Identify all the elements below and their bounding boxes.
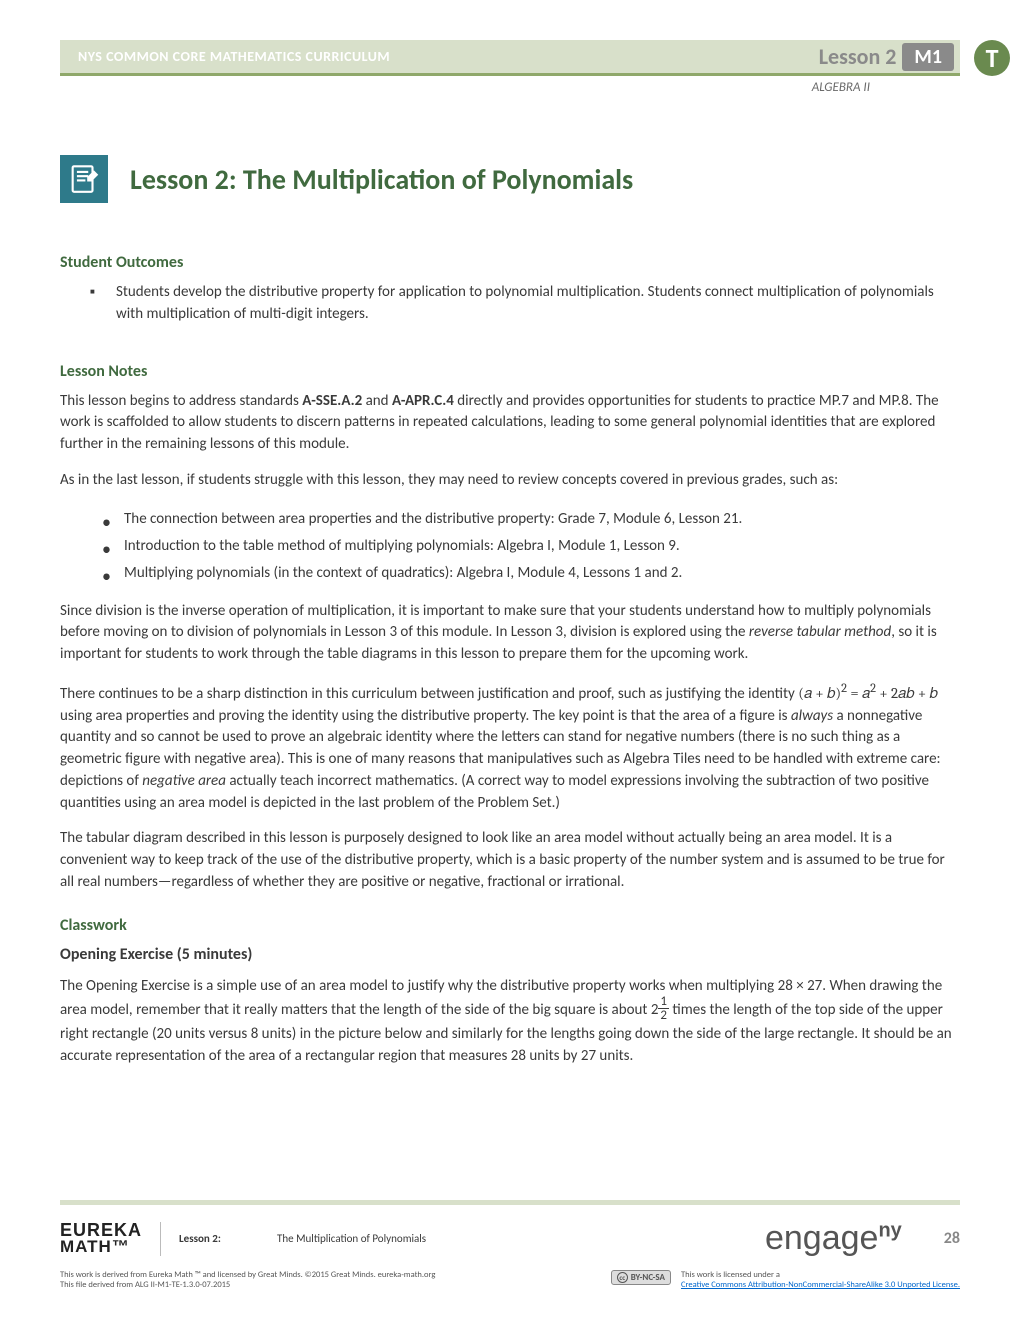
license-link[interactable]: Creative Commons Attribution-NonCommerci…	[681, 1280, 960, 1290]
lesson-notes-heading: Lesson Notes	[60, 362, 960, 381]
notes-paragraph-3: Since division is the inverse operation …	[60, 601, 960, 666]
text-span: This lesson begins to address standards	[60, 392, 302, 410]
license-text: This work is licensed under a Creative C…	[681, 1270, 960, 1290]
standard-ref: A-SSE.A.2	[302, 392, 362, 410]
page-header: NYS COMMON CORE MATHEMATICS CURRICULUM L…	[60, 40, 960, 76]
lesson-title: Lesson 2: The Multiplication of Polynomi…	[130, 162, 633, 197]
logo-text: engage	[765, 1219, 878, 1257]
curriculum-title: NYS COMMON CORE MATHEMATICS CURRICULUM	[60, 48, 390, 65]
text-span: using area properties and proving the id…	[60, 707, 791, 725]
fraction: 12	[658, 995, 669, 1022]
page-number: 28	[944, 1229, 960, 1248]
text-span: and	[362, 392, 392, 410]
lesson-notes-icon	[60, 155, 108, 203]
italic-term: negative area	[142, 772, 226, 790]
math-part: (𝑎 + 𝑏)	[798, 684, 841, 702]
footer-divider	[160, 1222, 161, 1256]
engageny-logo: engageny	[765, 1219, 902, 1258]
notes-paragraph-4: There continues to be a sharp distinctio…	[60, 680, 960, 815]
license-intro: This work is licensed under a	[681, 1270, 960, 1280]
outcomes-list: Students develop the distributive proper…	[60, 282, 960, 326]
classwork-heading: Classwork	[60, 916, 960, 935]
page-footer: EUREKA MATH™ Lesson 2: The Multiplicatio…	[60, 1200, 960, 1290]
opening-paragraph: The Opening Exercise is a simple use of …	[60, 976, 960, 1068]
notes-paragraph-2: As in the last lesson, if students strug…	[60, 470, 960, 492]
italic-term: reverse tabular method	[749, 623, 891, 641]
italic-term: always	[791, 707, 833, 725]
math-part: + 2𝑎𝑏 + 𝑏	[876, 684, 938, 702]
notes-paragraph-1: This lesson begins to address standards …	[60, 391, 960, 456]
subject-label: ALGEBRA II	[60, 80, 960, 95]
outcome-item: Students develop the distributive proper…	[60, 282, 960, 326]
credit-line: This work is derived from Eureka Math ™ …	[60, 1270, 435, 1280]
lesson-label: Lesson 2	[819, 43, 897, 70]
fraction-numerator: 1	[658, 995, 669, 1009]
standard-ref: A-APR.C.4	[392, 392, 454, 410]
cc-icon: cc	[617, 1272, 628, 1283]
teacher-badge: T	[974, 40, 1010, 76]
fraction-denominator: 2	[658, 1009, 669, 1022]
review-item: Multiplying polynomials (in the context …	[60, 560, 960, 587]
footer-lesson-text: The Multiplication of Polynomials	[277, 1232, 426, 1245]
notes-paragraph-5: The tabular diagram described in this le…	[60, 828, 960, 893]
eureka-math-logo: EUREKA MATH™	[60, 1222, 142, 1255]
math-expression: (𝑎 + 𝑏)2 = 𝑎2 + 2𝑎𝑏 + 𝑏	[798, 684, 938, 702]
footer-rule	[60, 1200, 960, 1205]
module-badge: M1	[902, 43, 954, 71]
review-item: The connection between area properties a…	[60, 506, 960, 533]
footer-credits: This work is derived from Eureka Math ™ …	[60, 1270, 435, 1290]
text-span: There continues to be a sharp distinctio…	[60, 685, 798, 703]
cc-license-badge: cc BY-NC-SA	[611, 1270, 671, 1285]
footer-lesson-label: Lesson 2:	[179, 1232, 259, 1245]
math-part: = 𝑎	[847, 684, 870, 702]
review-list: The connection between area properties a…	[60, 506, 960, 587]
review-item: Introduction to the table method of mult…	[60, 533, 960, 560]
logo-text: ny	[878, 1220, 901, 1242]
opening-exercise-heading: Opening Exercise (5 minutes)	[60, 945, 960, 964]
student-outcomes-heading: Student Outcomes	[60, 253, 960, 272]
cc-text: BY-NC-SA	[631, 1272, 665, 1283]
logo-line: MATH™	[60, 1239, 142, 1255]
credit-line: This file derived from ALG II-M1-TE-1.3.…	[60, 1280, 435, 1290]
